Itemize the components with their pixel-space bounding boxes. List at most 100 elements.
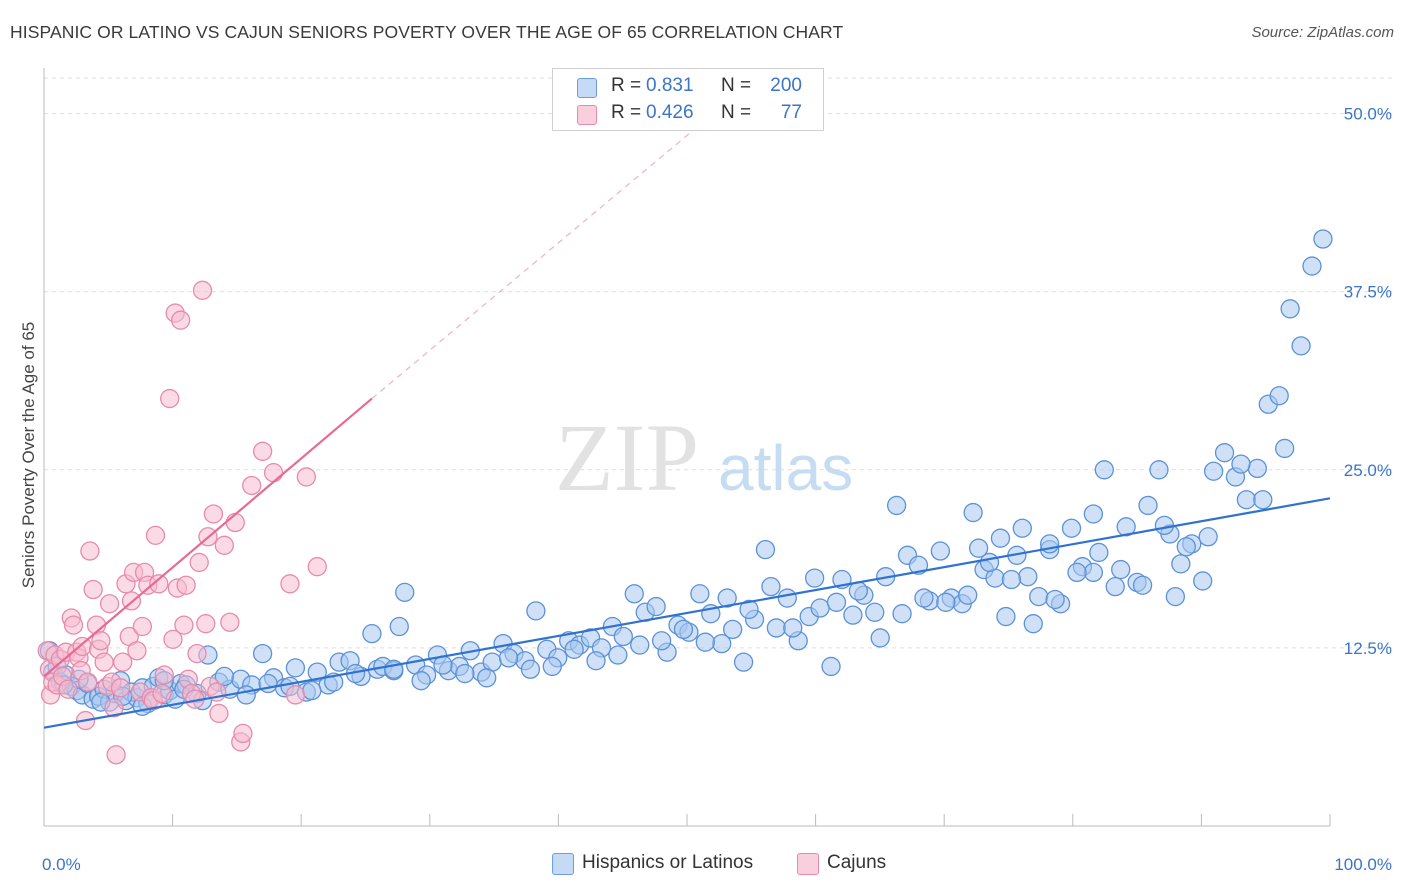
point-cajun [132, 616, 153, 637]
point-cajun [94, 652, 114, 672]
point-cajun [91, 631, 111, 651]
point-hispanic [630, 635, 650, 655]
point-cajun [209, 703, 229, 724]
point-hispanic [690, 584, 710, 604]
point-hispanic [1029, 586, 1049, 607]
point-hispanic [1001, 569, 1022, 590]
point-hispanic [1253, 490, 1273, 510]
point-hispanic [1132, 575, 1153, 595]
legend-n-label: N = [721, 75, 752, 96]
source-label: Source: ZipAtlas.com [1251, 24, 1394, 41]
point-hispanic [886, 495, 907, 516]
point-cajun [189, 552, 209, 573]
point-cajun [58, 679, 78, 699]
point-hispanic [1089, 542, 1109, 563]
legend-r-value: 0.426 [646, 102, 694, 123]
legend-swatch-pink [797, 853, 819, 875]
point-hispanic [362, 624, 382, 644]
x-tick-label: 100.0% [1334, 855, 1392, 874]
point-hispanic [870, 628, 890, 648]
point-hispanic [914, 588, 934, 608]
legend-n-value: 77 [780, 102, 802, 123]
point-hispanic [673, 619, 694, 640]
point-hispanic [307, 662, 327, 682]
tick-labels: 12.5% 25.0% 37.5% 50.0% 0.0% 100.0% [42, 105, 1392, 874]
point-hispanic [411, 671, 431, 691]
point-cajun [296, 467, 316, 487]
point-cajun [99, 594, 120, 614]
point-hispanic [1247, 458, 1267, 479]
watermark-atlas: atlas [718, 432, 853, 504]
point-cajun [80, 541, 100, 561]
point-cajun [214, 535, 235, 555]
point-cajun [78, 672, 98, 692]
point-cajun [196, 614, 216, 634]
point-cajun [154, 665, 174, 685]
point-cajun [285, 685, 306, 705]
point-hispanic [1012, 518, 1032, 538]
point-hispanic [651, 631, 672, 651]
point-hispanic [1061, 518, 1082, 538]
legend-label-hispanics: Hispanics or Latinos [582, 852, 754, 873]
point-hispanic [624, 584, 644, 604]
point-hispanic [739, 599, 759, 620]
point-cajun [176, 575, 196, 595]
point-hispanic [1236, 490, 1257, 510]
point-cajun [72, 636, 92, 657]
point-hispanic [930, 541, 950, 561]
point-hispanic [384, 659, 404, 679]
y-tick-label: 12.5% [1344, 639, 1392, 658]
y-tick-label: 25.0% [1344, 461, 1392, 480]
point-hispanic [1313, 229, 1333, 249]
point-hispanic [1149, 460, 1169, 480]
point-hispanic [1171, 554, 1191, 574]
y-axis-label: Seniors Poverty Over the Age of 65 [19, 322, 38, 588]
point-hispanic [1176, 537, 1196, 557]
point-cajun [149, 574, 169, 594]
point-hispanic [1231, 454, 1251, 474]
point-cajun [170, 310, 191, 330]
point-hispanic [1045, 589, 1065, 610]
point-hispanic [996, 606, 1016, 627]
point-hispanic [1154, 515, 1175, 536]
legend-n-label: N = [721, 102, 752, 123]
point-cajun [233, 723, 253, 744]
point-cajun [174, 615, 194, 635]
legend-label-cajuns: Cajuns [827, 852, 887, 873]
point-hispanic [810, 598, 830, 618]
point-cajun [307, 557, 327, 577]
point-hispanic [1275, 438, 1295, 459]
legend-swatch-pink [577, 105, 597, 125]
watermark-zip: ZIP [555, 404, 699, 511]
point-hispanic [608, 645, 628, 665]
point-cajun [252, 441, 273, 461]
legend-row-cajun: R = 0.426 N = 77 [553, 101, 823, 127]
point-cajun [192, 280, 213, 300]
x-tick-label: 0.0% [42, 855, 81, 874]
point-hispanic [1214, 443, 1235, 463]
legend-n-value: 200 [770, 75, 802, 96]
point-hispanic [1280, 299, 1300, 319]
point-hispanic [821, 656, 841, 677]
point-hispanic [1083, 504, 1104, 524]
point-hispanic [455, 663, 475, 684]
point-hispanic [613, 626, 633, 647]
point-hispanic [755, 539, 776, 560]
point-hispanic [214, 666, 235, 687]
legend-r-value: 0.831 [646, 75, 694, 96]
point-hispanic [990, 528, 1011, 548]
point-hispanic [723, 619, 743, 640]
point-cajun [263, 463, 284, 483]
point-cajun [163, 629, 183, 650]
y-tick-label: 37.5% [1344, 283, 1392, 302]
point-hispanic [1018, 567, 1038, 587]
point-hispanic [695, 632, 715, 652]
trend-line-cajun [43, 397, 373, 678]
point-hispanic [761, 576, 781, 597]
point-hispanic [892, 604, 912, 624]
point-cajun [187, 643, 207, 664]
point-cajun [106, 745, 126, 765]
legend-row-hispanic: R = 0.831 N = 200 [553, 74, 823, 100]
legend-swatch-blue [552, 853, 574, 875]
point-hispanic [586, 651, 606, 671]
